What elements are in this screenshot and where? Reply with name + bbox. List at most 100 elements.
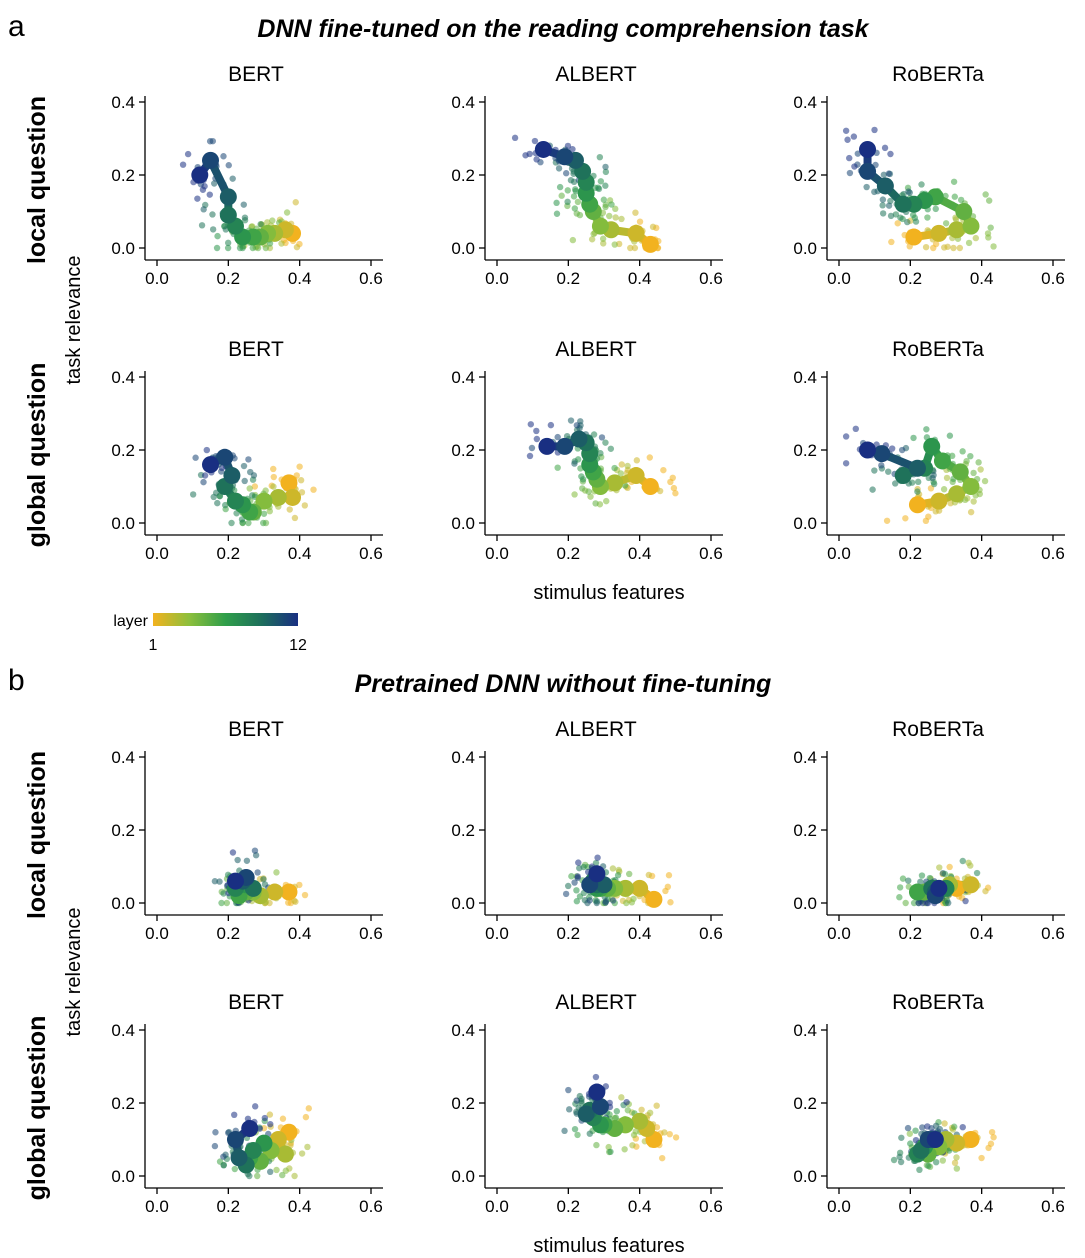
scatter-point [257,220,264,228]
panel-title: ALBERT [555,718,636,741]
x-tick-label: 0.4 [970,1197,994,1216]
scatter-point [266,240,274,247]
scatter-point [904,1124,912,1132]
scatter-point [245,456,252,463]
scatter-point [672,1134,680,1141]
y-tick-label: 0.4 [111,1021,135,1040]
scatter-point [592,500,599,507]
y-tick-label: 0.2 [111,821,135,840]
scatter-point [912,218,920,225]
layer-marker [627,224,645,242]
x-tick-label: 0.2 [217,544,241,563]
scatter-point [575,859,582,866]
layer-marker [631,879,649,897]
x-tick-label: 0.4 [628,269,652,288]
scatter-point [229,175,236,182]
layer-marker [948,221,966,239]
layer-marker [588,865,606,883]
scatter-point [967,862,974,869]
scatter-point [282,1167,289,1174]
scatter-point [915,478,922,486]
x-tick-label: 0.2 [899,544,923,563]
scatter-point [586,1130,593,1137]
scatter-point [629,1142,636,1149]
scatter-point [266,1111,274,1118]
scatter-point [576,864,583,872]
x-tick-label: 0.6 [359,1197,383,1216]
scatter-point [670,484,678,492]
scatter-point [270,483,277,490]
scatter-point [267,1168,274,1176]
x-tick-label: 0.4 [628,1197,652,1216]
scatter-point [599,235,607,242]
x-tick-label: 0.4 [628,924,652,943]
scatter-point [236,244,244,252]
x-tick-label: 0.2 [557,544,581,563]
row-label-b-local: local question [23,751,51,919]
scatter-point [211,1142,219,1150]
scatter-point [846,154,853,162]
layer-marker [591,1098,609,1116]
layer-marker [266,883,284,901]
layer-marker [202,151,219,169]
layer-marker [876,177,894,195]
scatter-point [596,153,604,161]
layer-marker [923,437,941,455]
scatter-point [936,864,943,871]
y-tick-label: 0.4 [111,748,135,767]
x-tick-label: 0.4 [970,269,994,288]
panels: BERT 0.0 0.2 0.4 0.6 0.0 0.2 0.4 ALBERT 0.0 0.2 0.4… [111,63,1065,1216]
y-tick-label: 0.0 [451,514,475,533]
scatter-point [953,1154,960,1161]
y-tick-label: 0.2 [451,441,475,460]
x-tick-label: 0.2 [217,269,241,288]
y-tick-label: 0.4 [793,1021,817,1040]
layer-marker [226,1131,244,1148]
layer-marker [538,437,556,455]
scatter-point [957,196,965,204]
y-tick-label: 0.4 [451,368,475,387]
panel-letter-b: b [8,664,25,697]
scatter-point [198,222,206,229]
panel-title: BERT [228,718,284,741]
scatter-point [250,472,258,479]
scatter-point [907,1140,914,1147]
panel-letter-a: a [8,10,25,43]
layer-marker [223,467,241,485]
scatter-point [842,127,850,134]
scatter-point [632,209,639,216]
scatter-point [296,463,303,470]
scatter-point [251,483,259,490]
scatter-point [554,433,561,441]
chart-panel: RoBERTa 0.0 0.2 0.4 0.6 0.0 0.2 0.4 [793,991,1065,1216]
scatter-point [906,189,913,196]
scatter-point [611,241,618,248]
ylabel-b: task relevance [63,908,85,1037]
x-tick-label: 0.4 [288,269,312,288]
scatter-point [220,890,227,897]
y-tick-label: 0.2 [793,821,817,840]
scatter-point [863,183,870,191]
scatter-point [297,477,305,484]
x-tick-label: 0.0 [145,924,169,943]
scatter-point [953,1165,961,1172]
scatter-point [220,1162,227,1169]
scatter-point [660,466,667,474]
scatter-point [844,136,851,143]
x-tick-label: 0.6 [1041,269,1065,288]
xlabel-a: stimulus features [533,582,684,604]
scatter-point [950,178,958,185]
scatter-point [924,214,931,221]
scatter-point [214,232,221,240]
layer-marker [556,148,574,166]
colorbar: layer 1 12 [113,613,307,654]
scatter-point [558,192,565,199]
scatter-point [878,462,885,469]
scatter-point [667,899,674,906]
scatter-point [564,198,571,206]
x-tick-label: 0.6 [359,544,383,563]
scatter-point [562,890,570,898]
scatter-point [533,435,541,443]
scatter-point [223,899,231,907]
